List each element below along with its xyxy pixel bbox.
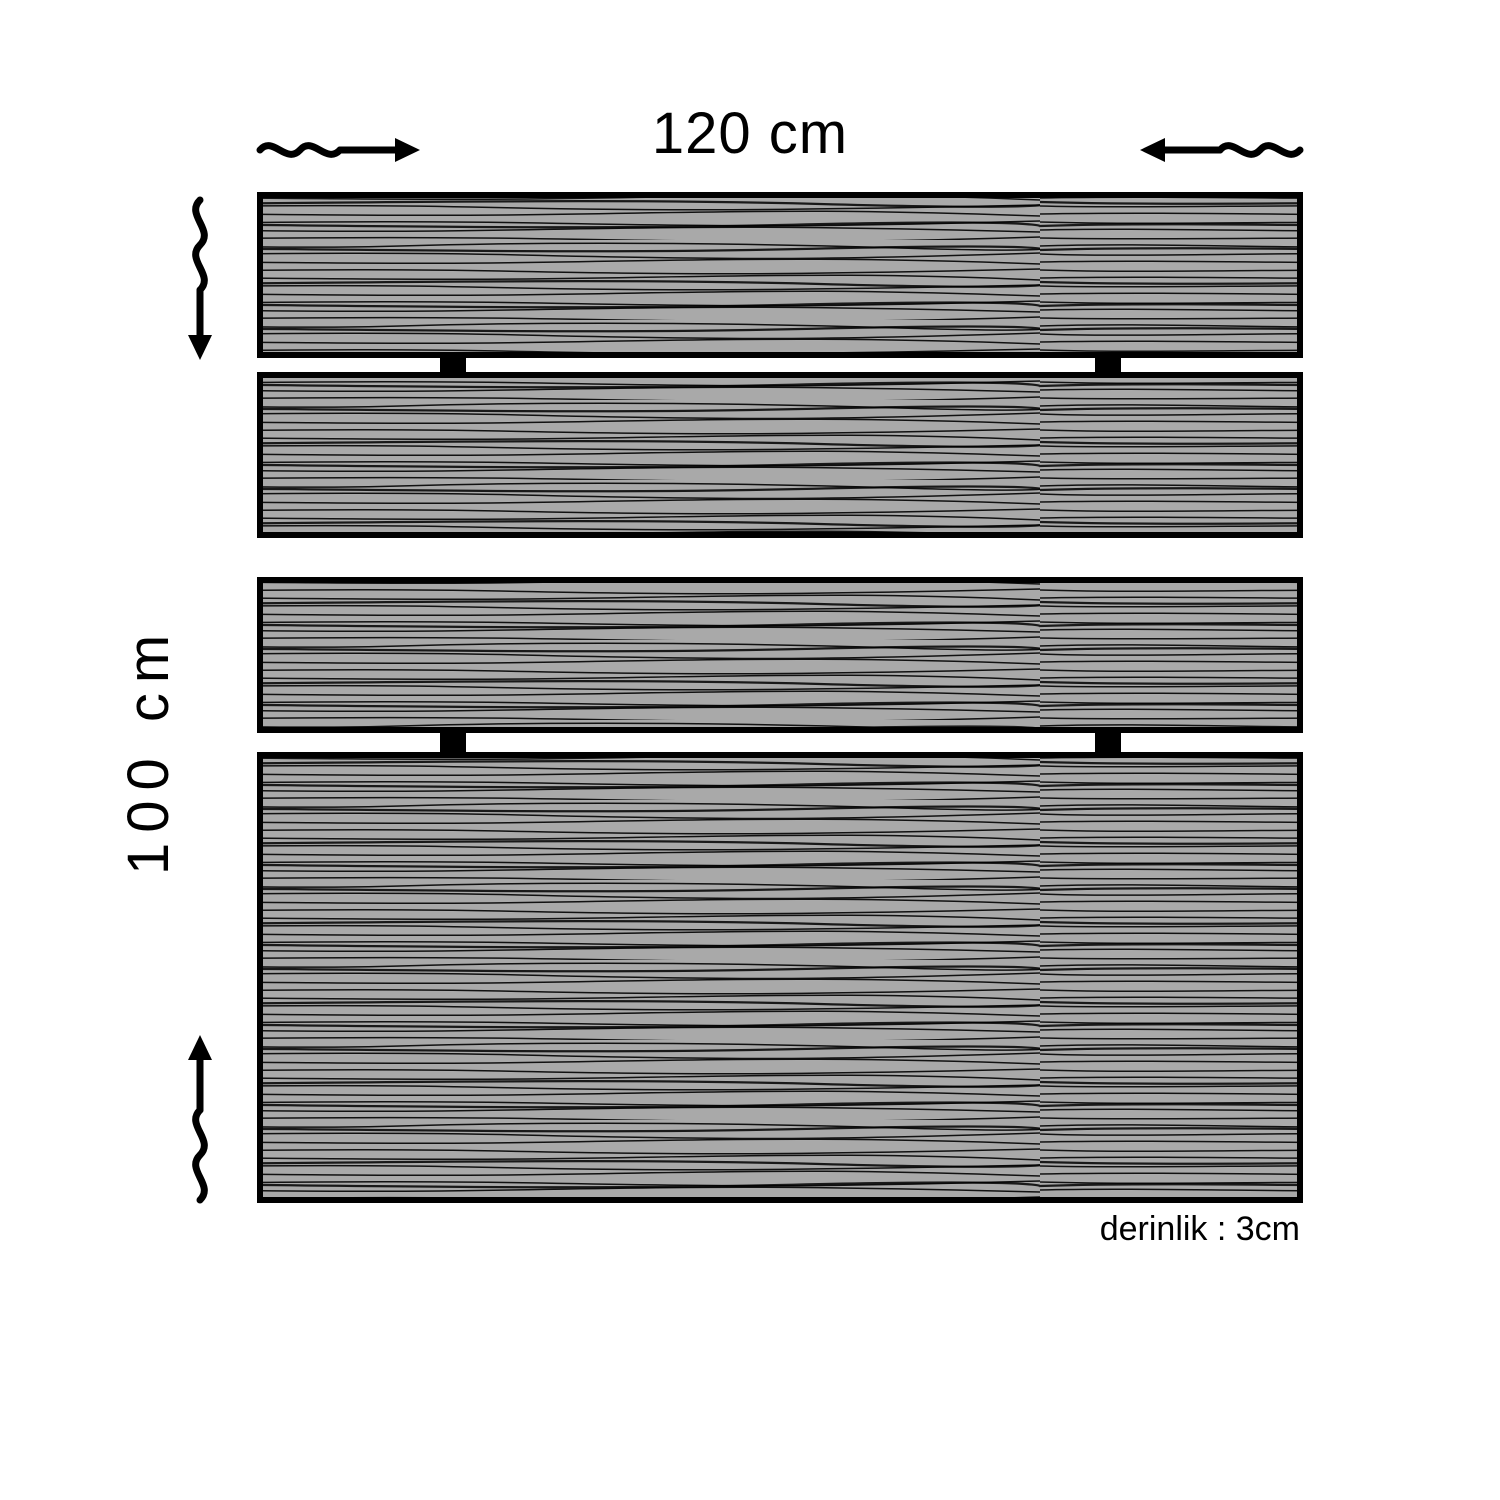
connector-4 xyxy=(1095,730,1121,755)
arrow-top-left xyxy=(260,138,420,162)
panel-1 xyxy=(260,195,1300,355)
arrow-left-top xyxy=(188,200,212,360)
arrow-top-right xyxy=(1140,138,1300,162)
panel-group xyxy=(260,195,1300,1200)
connector-3 xyxy=(440,730,466,755)
panel-2 xyxy=(260,375,1300,535)
panel-4 xyxy=(260,755,1300,1200)
diagram-svg xyxy=(0,0,1500,1500)
connector-1 xyxy=(440,355,466,375)
diagram-stage: 120 cm 100 cm derinlik : 3cm xyxy=(0,0,1500,1500)
panel-3 xyxy=(260,580,1300,730)
connector-2 xyxy=(1095,355,1121,375)
arrow-left-bottom xyxy=(188,1035,212,1200)
